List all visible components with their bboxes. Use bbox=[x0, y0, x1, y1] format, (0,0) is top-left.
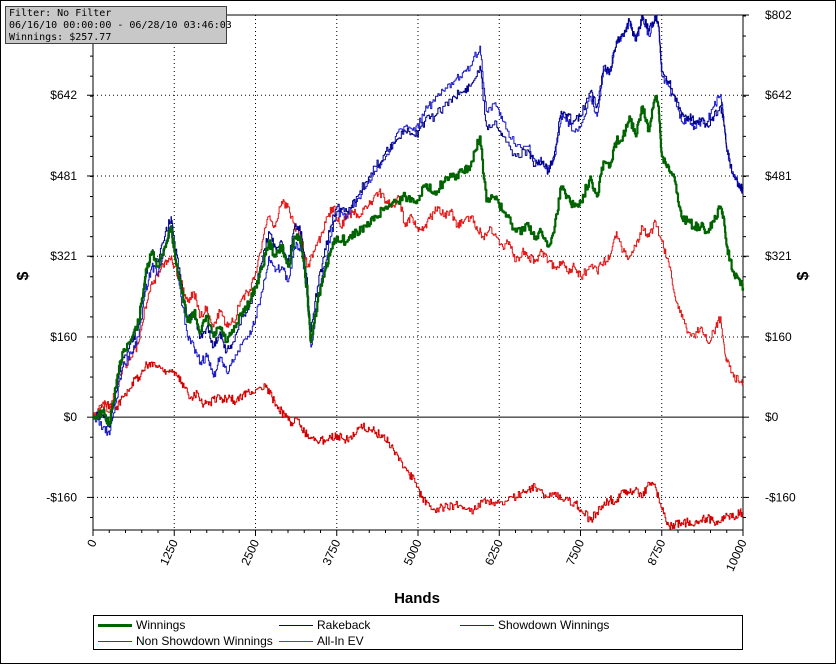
y-tick-label-right: $160 bbox=[765, 330, 792, 344]
y-tick-label-left: $0 bbox=[64, 410, 78, 424]
filter-info-box: Filter: No Filter 06/16/10 00:00:00 - 06… bbox=[5, 6, 232, 44]
legend-item-showdown-winnings: Showdown Winnings bbox=[460, 617, 609, 633]
series-group bbox=[93, 14, 745, 530]
series-line-non-showdown-winnings bbox=[93, 361, 744, 530]
axis-ticks: 0 1250 2500 3750 5000 6250 7500 8750 10000 -$160 -… bbox=[46, 8, 796, 574]
x-tick-label: 5000 bbox=[401, 537, 425, 567]
y-tick-label-left: $642 bbox=[50, 88, 77, 102]
legend-swatch bbox=[460, 624, 494, 626]
y-tick-label-right: $321 bbox=[765, 249, 792, 263]
y-tick-label-right: $802 bbox=[765, 8, 792, 22]
y-axis-label-right: $ bbox=[795, 271, 812, 280]
x-tick-label: 8750 bbox=[644, 537, 668, 567]
series-line-rakeback bbox=[93, 15, 744, 428]
series-line-winnings bbox=[93, 94, 745, 427]
y-tick-label-right: $0 bbox=[765, 410, 779, 424]
legend-swatch bbox=[279, 624, 313, 626]
plot-area bbox=[92, 14, 744, 531]
x-tick-label: 0 bbox=[84, 537, 100, 549]
x-tick-label: 10000 bbox=[723, 537, 750, 573]
legend-item-all-in-ev: All-In EV bbox=[279, 633, 364, 649]
chart-legend: Winnings Rakeback Showdown Winnings Non … bbox=[93, 615, 743, 650]
y-tick-label-left: $160 bbox=[50, 330, 77, 344]
series-line-showdown-winnings bbox=[93, 14, 744, 436]
y-tick-label-right: -$160 bbox=[765, 490, 796, 504]
legend-label: Showdown Winnings bbox=[498, 618, 610, 632]
y-tick-label-right: $481 bbox=[765, 169, 792, 183]
y-tick-label-right: $642 bbox=[765, 88, 792, 102]
x-tick-label: 7500 bbox=[563, 537, 587, 567]
x-tick-label: 2500 bbox=[238, 537, 262, 567]
x-tick-label: 6250 bbox=[482, 537, 506, 567]
y-tick-label-left: $481 bbox=[50, 169, 77, 183]
y-tick-label-left: $321 bbox=[50, 249, 77, 263]
legend-swatch bbox=[279, 640, 313, 642]
legend-item-non-showdown-winnings: Non Showdown Winnings bbox=[98, 633, 273, 649]
series-line-all-in-ev bbox=[93, 188, 744, 418]
winnings-summary-text: Winnings: $257.77 bbox=[9, 32, 112, 43]
legend-label: Winnings bbox=[136, 618, 186, 632]
legend-label: Non Showdown Winnings bbox=[136, 634, 273, 648]
y-axis-label-left: $ bbox=[15, 271, 32, 280]
date-range-text: 06/16/10 00:00:00 - 06/28/10 03:46:03 bbox=[9, 20, 232, 31]
legend-label: All-In EV bbox=[317, 634, 364, 648]
legend-swatch bbox=[98, 623, 132, 627]
legend-label: Rakeback bbox=[317, 618, 371, 632]
y-tick-label-left: -$160 bbox=[46, 490, 77, 504]
x-axis-label: Hands bbox=[394, 590, 440, 607]
x-tick-label: 3750 bbox=[319, 537, 343, 567]
legend-item-rakeback: Rakeback bbox=[279, 617, 370, 633]
legend-swatch bbox=[98, 640, 132, 642]
filter-text: Filter: No Filter bbox=[9, 8, 112, 19]
legend-item-winnings: Winnings bbox=[98, 617, 185, 633]
x-tick-label: 1250 bbox=[157, 537, 181, 567]
grid-lines bbox=[93, 15, 743, 530]
